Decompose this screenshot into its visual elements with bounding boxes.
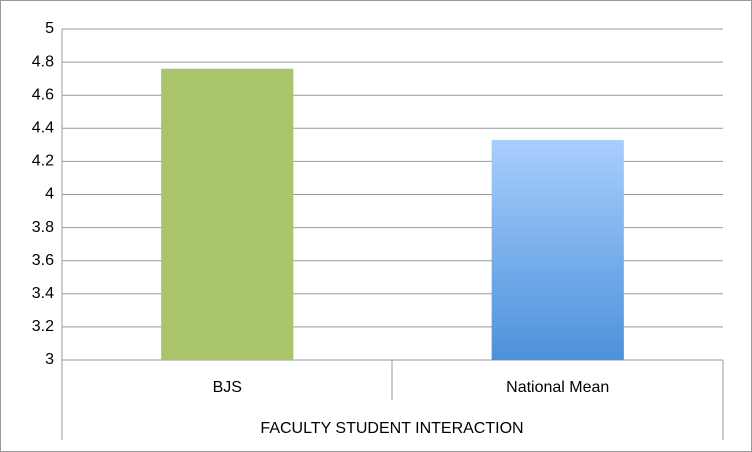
y-tick-label: 3.4 — [32, 285, 54, 302]
y-tick-label: 4.2 — [32, 153, 54, 170]
y-tick-label: 3.2 — [32, 318, 54, 335]
bar — [161, 68, 294, 360]
y-tick-label: 4 — [45, 186, 54, 203]
y-tick-label: 3.6 — [32, 252, 54, 269]
x-tick-label: BJS — [213, 379, 242, 396]
bar — [491, 139, 624, 360]
x-group-label: FACULTY STUDENT INTERACTION — [260, 420, 523, 437]
y-tick-label: 3.8 — [32, 219, 54, 236]
x-tick-label: National Mean — [506, 379, 609, 396]
y-tick-label: 4.6 — [32, 86, 54, 103]
y-tick-label: 4.8 — [32, 53, 54, 70]
y-tick-label: 4.4 — [32, 120, 54, 137]
y-tick-label: 5 — [45, 20, 54, 37]
y-tick-label: 3 — [45, 351, 54, 368]
